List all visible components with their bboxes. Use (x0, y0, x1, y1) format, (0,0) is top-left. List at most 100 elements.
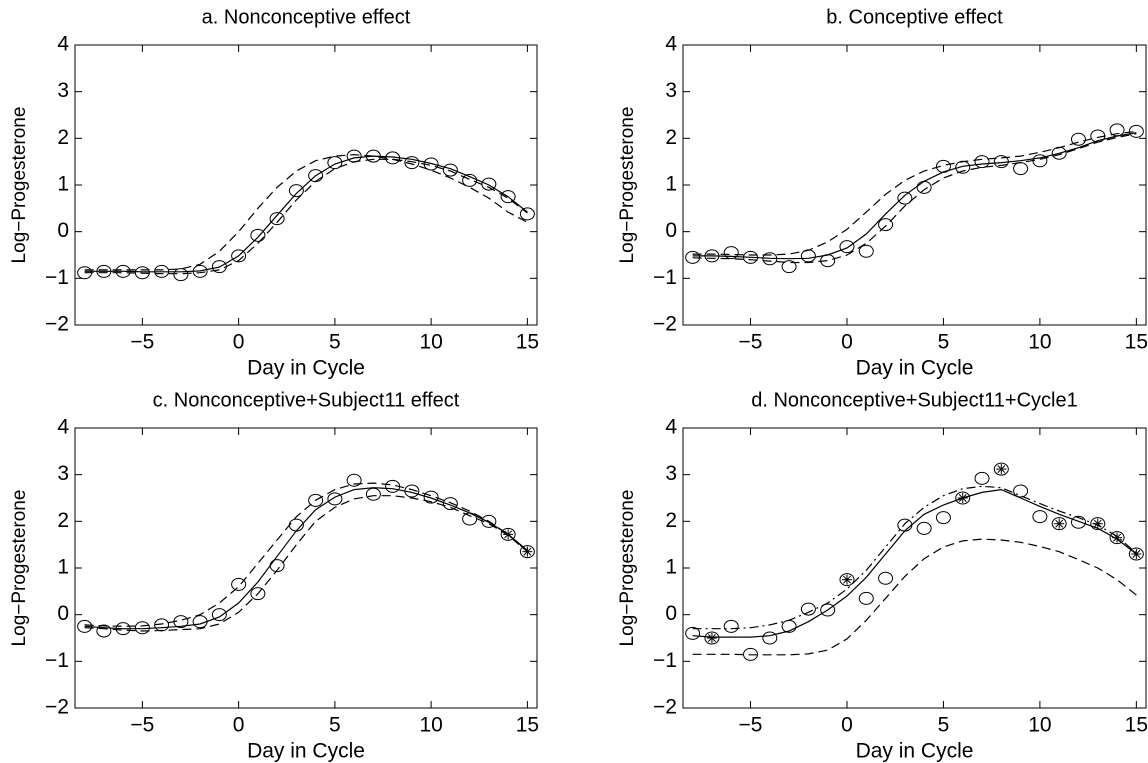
data-point (231, 577, 247, 591)
marker-circle (897, 518, 913, 532)
data-point (250, 587, 266, 601)
marker-circle (308, 493, 324, 507)
marker-circle (1070, 132, 1086, 146)
fit-line (692, 488, 1137, 638)
y-tick-label: 1 (57, 173, 69, 196)
x-tick-label: 10 (1028, 331, 1051, 354)
x-tick-label: 0 (233, 714, 245, 737)
panel: d. Nonconceptive+Subject11+Cycle1 Day in … (617, 389, 1148, 762)
marker-circle (723, 246, 739, 260)
marker-circle (288, 184, 304, 198)
y-axis-label: Log−Progesterone (9, 107, 30, 264)
data-point (250, 228, 266, 242)
marker-circle (173, 268, 189, 282)
marker-circle (327, 492, 343, 506)
data-point (231, 249, 247, 263)
data-point (269, 212, 285, 226)
marker-star (1093, 519, 1102, 528)
data-point (1070, 515, 1086, 529)
marker-circle (1128, 547, 1144, 561)
y-tick-label: 3 (665, 79, 677, 102)
x-tick-label: 5 (329, 714, 341, 737)
x-tick-label: 15 (516, 331, 539, 354)
x-tick-label: 15 (1125, 714, 1148, 737)
fit-line (692, 538, 1137, 656)
y-tick-label: −1 (653, 266, 677, 289)
data-point (442, 497, 458, 511)
marker-circle (250, 228, 266, 242)
y-tick-label: 3 (665, 462, 677, 485)
panel: a. Nonconceptive effect Day in Cycle Log−P… (9, 6, 539, 379)
marker-circle (955, 491, 971, 505)
marker-circle (1070, 515, 1086, 529)
marker-circle (423, 490, 439, 504)
data-point (858, 244, 874, 258)
x-tick-label: 10 (419, 714, 442, 737)
data-point (878, 218, 894, 232)
marker-circle (723, 619, 739, 633)
panel-title: c. Nonconceptive+Subject11 effect (153, 389, 460, 411)
y-tick-label: −2 (45, 696, 69, 719)
marker-circle (346, 473, 362, 487)
marker-circle (1032, 510, 1048, 524)
x-axis-label: Day in Cycle (247, 740, 365, 763)
panel-title: b. Conceptive effect (826, 6, 1003, 28)
fit-line (84, 158, 528, 275)
marker-circle (269, 212, 285, 226)
marker-circle (858, 244, 874, 258)
y-tick-label: 1 (665, 556, 677, 579)
y-tick-label: 4 (57, 33, 69, 56)
plot-frame (682, 44, 1147, 326)
marker-circle (762, 631, 778, 645)
marker-circle (839, 240, 855, 254)
y-tick-label: −2 (45, 313, 69, 336)
marker-circle (685, 626, 701, 640)
data-point (935, 511, 951, 525)
marker-star (997, 465, 1006, 474)
data-point (1051, 517, 1067, 531)
y-tick-label: 4 (57, 416, 69, 439)
marker-circle (500, 527, 516, 541)
panel-title: a. Nonconceptive effect (202, 6, 411, 28)
marker-circle (839, 573, 855, 587)
data-point (1013, 484, 1029, 498)
x-tick-label: 10 (419, 331, 442, 354)
fit-line (692, 132, 1137, 260)
y-tick-label: −2 (653, 313, 677, 336)
y-tick-label: 4 (665, 33, 677, 56)
y-tick-label: −2 (653, 696, 677, 719)
marker-circle (1013, 162, 1029, 176)
data-point (365, 487, 381, 501)
fit-line (84, 155, 528, 273)
y-axis-label: Log−Progesterone (617, 490, 638, 647)
marker-circle (1013, 484, 1029, 498)
marker-circle (993, 462, 1009, 476)
data-point (404, 156, 420, 170)
data-point (974, 471, 990, 485)
marker-circle (935, 511, 951, 525)
data-point (762, 631, 778, 645)
data-point (916, 521, 932, 535)
marker-circle (1109, 531, 1125, 545)
x-tick-label: −5 (739, 331, 763, 354)
data-point (685, 626, 701, 640)
marker-circle (404, 156, 420, 170)
marker-circle (519, 545, 535, 559)
y-tick-label: 0 (665, 602, 677, 625)
data-point (993, 462, 1009, 476)
fit-line (692, 133, 1137, 264)
data-point (308, 493, 324, 507)
data-point (462, 173, 478, 187)
y-tick-label: −1 (653, 649, 677, 672)
data-point (211, 608, 227, 622)
data-point (96, 624, 112, 638)
x-tick-label: 15 (1125, 331, 1148, 354)
marker-circle (96, 624, 112, 638)
data-point (346, 149, 362, 163)
y-tick-label: 3 (57, 79, 69, 102)
marker-circle (327, 156, 343, 170)
data-point (173, 268, 189, 282)
marker-circle (1128, 124, 1144, 138)
x-tick-label: 0 (233, 331, 245, 354)
